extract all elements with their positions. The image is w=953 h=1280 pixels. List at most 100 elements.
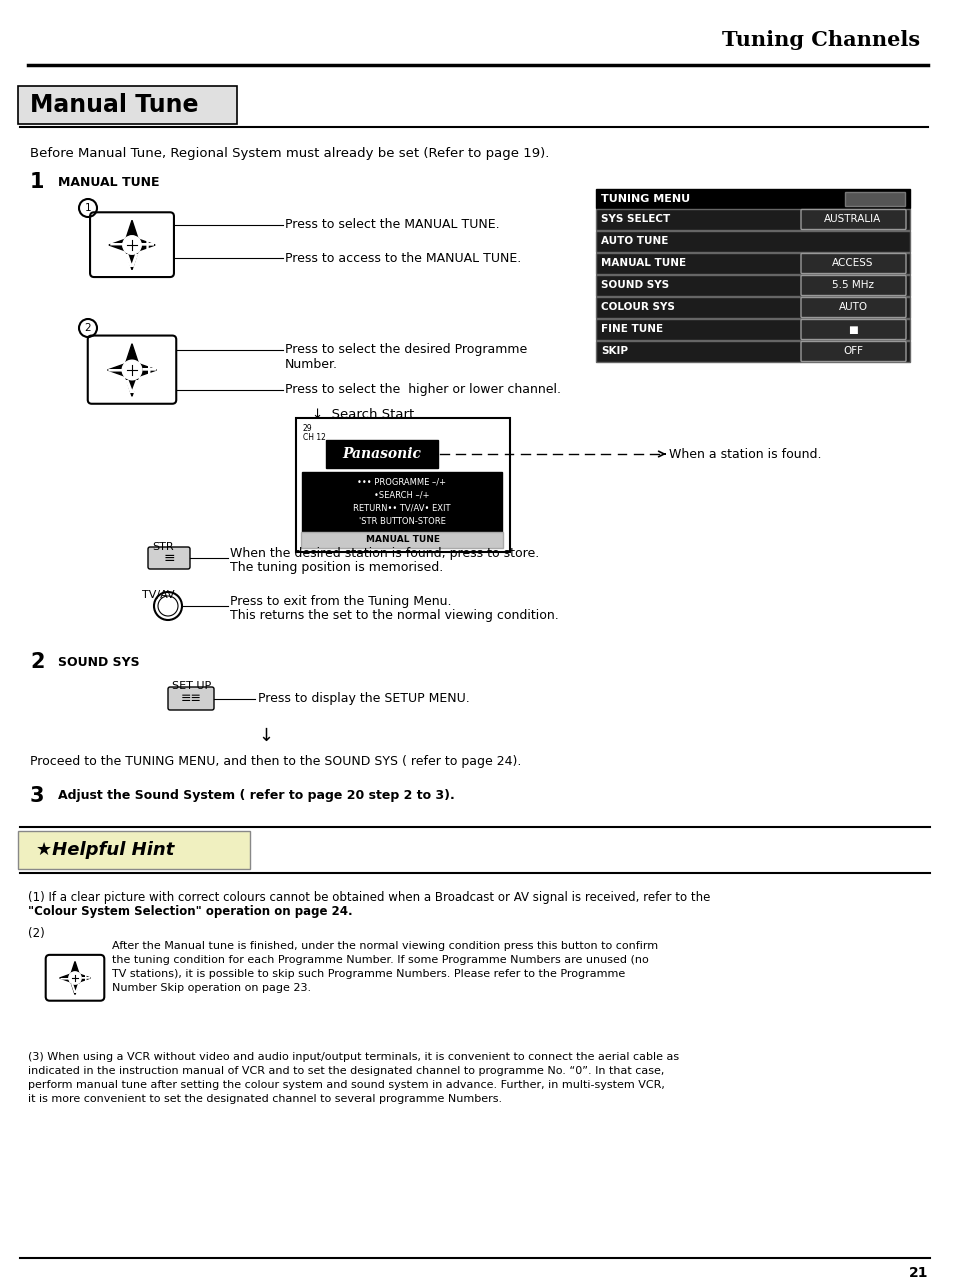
Text: TV/AV: TV/AV (142, 590, 174, 600)
FancyBboxPatch shape (801, 253, 905, 274)
Text: Press to select the MANUAL TUNE.: Press to select the MANUAL TUNE. (285, 219, 499, 232)
Polygon shape (124, 344, 139, 367)
Text: OFF: OFF (842, 347, 862, 357)
Polygon shape (125, 220, 139, 242)
Text: The tuning position is memorised.: The tuning position is memorised. (230, 562, 443, 575)
Text: V: V (125, 379, 139, 397)
Text: Adjust the Sound System ( refer to page 20 step 2 to 3).: Adjust the Sound System ( refer to page … (58, 790, 455, 803)
Text: ■: ■ (847, 325, 857, 334)
Polygon shape (125, 247, 139, 270)
Text: SOUND SYS: SOUND SYS (58, 655, 139, 668)
Text: 1: 1 (85, 204, 91, 212)
Text: SYS SELECT: SYS SELECT (600, 215, 670, 224)
Text: Proceed to the TUNING MENU, and then to the SOUND SYS ( refer to page 24).: Proceed to the TUNING MENU, and then to … (30, 755, 521, 768)
FancyBboxPatch shape (326, 440, 437, 468)
Polygon shape (71, 961, 80, 977)
Text: 5.5 MHz: 5.5 MHz (831, 280, 873, 291)
FancyBboxPatch shape (596, 209, 909, 230)
FancyBboxPatch shape (295, 419, 510, 552)
Text: Before Manual Tune, Regional System must already be set (Refer to page 19).: Before Manual Tune, Regional System must… (30, 146, 549, 160)
Text: AUTO: AUTO (838, 302, 866, 312)
Text: SOUND SYS: SOUND SYS (600, 280, 668, 291)
FancyBboxPatch shape (801, 342, 905, 361)
Polygon shape (134, 238, 155, 252)
Text: When a station is found.: When a station is found. (668, 448, 821, 461)
Text: MANUAL TUNE: MANUAL TUNE (366, 535, 439, 544)
Text: RETURN•• TV/AV• EXIT: RETURN•• TV/AV• EXIT (353, 503, 450, 512)
Text: MANUAL TUNE: MANUAL TUNE (58, 175, 159, 188)
FancyBboxPatch shape (46, 955, 104, 1001)
Text: (1) If a clear picture with correct colours cannot be obtained when a Broadcast : (1) If a clear picture with correct colo… (28, 891, 710, 905)
Text: Press to display the SETUP MENU.: Press to display the SETUP MENU. (257, 692, 469, 705)
Text: (2): (2) (28, 928, 45, 941)
Text: Number.: Number. (285, 357, 337, 370)
Text: 3: 3 (30, 786, 45, 806)
Text: 21: 21 (907, 1266, 927, 1280)
FancyBboxPatch shape (18, 831, 250, 869)
Text: ≡: ≡ (163, 550, 174, 564)
Text: "Colour System Selection" operation on page 24.: "Colour System Selection" operation on p… (28, 905, 353, 919)
Text: Press to select the desired Programme: Press to select the desired Programme (285, 343, 527, 357)
Text: 1: 1 (30, 172, 45, 192)
Text: 'STR BUTTON-STORE: 'STR BUTTON-STORE (358, 517, 445, 526)
FancyBboxPatch shape (596, 297, 909, 317)
Text: Press to exit from the Tuning Menu.: Press to exit from the Tuning Menu. (230, 595, 451, 608)
FancyBboxPatch shape (801, 275, 905, 296)
Text: Press to select the  higher or lower channel.: Press to select the higher or lower chan… (285, 384, 560, 397)
Text: V: V (125, 253, 138, 271)
Text: COLOUR SYS: COLOUR SYS (600, 302, 674, 312)
FancyBboxPatch shape (148, 547, 190, 570)
Text: Press to access to the MANUAL TUNE.: Press to access to the MANUAL TUNE. (285, 251, 520, 265)
Text: Number Skip operation on page 23.: Number Skip operation on page 23. (112, 983, 311, 993)
Polygon shape (124, 372, 139, 397)
Circle shape (122, 360, 142, 380)
Text: TV stations), it is possible to skip such Programme Numbers. Please refer to the: TV stations), it is possible to skip suc… (112, 969, 624, 979)
Text: 2: 2 (30, 652, 45, 672)
Text: indicated in the instruction manual of VCR and to set the designated channel to : indicated in the instruction manual of V… (28, 1066, 663, 1076)
Text: Manual Tune: Manual Tune (30, 93, 198, 116)
Text: −: − (59, 972, 71, 986)
Text: ★Helpful Hint: ★Helpful Hint (36, 841, 174, 859)
FancyBboxPatch shape (596, 253, 909, 274)
Polygon shape (59, 973, 73, 983)
Text: ↓  Search Start.: ↓ Search Start. (312, 408, 418, 421)
FancyBboxPatch shape (168, 687, 213, 710)
Text: ••• PROGRAMME –/+: ••• PROGRAMME –/+ (357, 477, 446, 486)
FancyBboxPatch shape (596, 275, 909, 296)
FancyBboxPatch shape (844, 192, 904, 206)
Text: ACCESS: ACCESS (831, 259, 873, 269)
Text: This returns the set to the normal viewing condition.: This returns the set to the normal viewi… (230, 609, 558, 622)
FancyBboxPatch shape (88, 335, 176, 403)
Circle shape (69, 972, 81, 984)
Polygon shape (108, 362, 129, 378)
Text: ↓: ↓ (257, 727, 273, 745)
Text: ≡≡: ≡≡ (180, 692, 201, 705)
Text: −: − (108, 236, 125, 255)
FancyBboxPatch shape (301, 532, 502, 548)
FancyBboxPatch shape (801, 210, 905, 229)
FancyBboxPatch shape (596, 189, 909, 207)
FancyBboxPatch shape (596, 319, 909, 340)
Polygon shape (76, 973, 91, 983)
Text: MANUAL TUNE: MANUAL TUNE (600, 259, 685, 269)
Text: Panasonic: Panasonic (342, 447, 421, 461)
Text: AUTO TUNE: AUTO TUNE (600, 237, 668, 247)
Text: 29: 29 (303, 424, 313, 433)
Polygon shape (71, 979, 80, 995)
Circle shape (123, 236, 141, 255)
Text: V: V (71, 983, 79, 996)
Text: TUNING MENU: TUNING MENU (600, 193, 689, 204)
Text: AUSTRALIA: AUSTRALIA (823, 215, 881, 224)
FancyBboxPatch shape (18, 86, 236, 124)
Text: SET UP: SET UP (172, 681, 211, 691)
Polygon shape (134, 362, 156, 378)
Text: −: − (106, 360, 124, 380)
Text: perform manual tune after setting the colour system and sound system in advance.: perform manual tune after setting the co… (28, 1080, 664, 1091)
Text: •SEARCH –/+: •SEARCH –/+ (374, 490, 429, 499)
Text: SKIP: SKIP (600, 347, 627, 357)
Text: After the Manual tune is finished, under the normal viewing condition press this: After the Manual tune is finished, under… (112, 941, 658, 951)
FancyBboxPatch shape (801, 320, 905, 339)
FancyBboxPatch shape (596, 340, 909, 362)
Text: STR: STR (152, 541, 173, 552)
Text: +: + (139, 360, 158, 380)
